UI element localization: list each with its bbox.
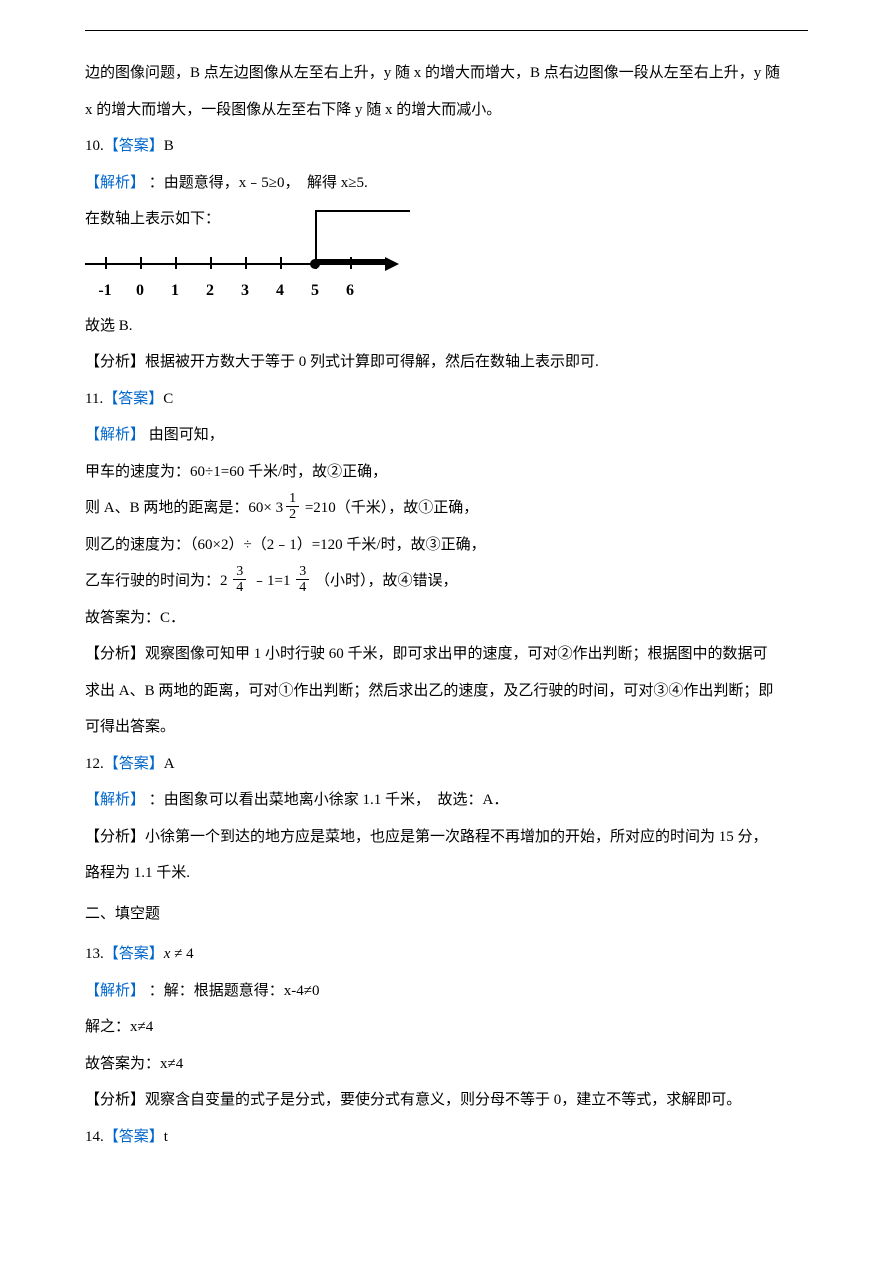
q13-l2: 故答案为：x≠4: [85, 1047, 808, 1082]
q10-num: 10.: [85, 138, 104, 154]
number-line-diagram: -1 0 1 2 3 4 5 6: [85, 245, 415, 305]
q13-answer-line: 13.【答案】x ≠ 4: [85, 937, 808, 972]
q11-jiexi: 【解析】 由图可知，: [85, 418, 808, 453]
nl-label: 6: [346, 273, 354, 310]
frac-den: 2: [286, 507, 299, 522]
jiexi-label: 【解析】: [85, 175, 145, 191]
q11-num: 11.: [85, 391, 103, 407]
q10-pre-diagram: 在数轴上表示如下：: [85, 202, 808, 237]
answer-label: 【答案】: [104, 946, 164, 962]
q10-jiexi: 【解析】 ：由题意得，x﹣5≥0， 解得 x≥5.: [85, 166, 808, 201]
q12-jiexi: 【解析】 ：由图象可以看出菜地离小徐家 1.1 千米， 故选：A．: [85, 783, 808, 818]
q12-jiexi-text: ：由图象可以看出菜地离小徐家 1.1 千米， 故选：A．: [145, 792, 508, 808]
q10-answer-value: B: [164, 138, 174, 154]
frac-den: 4: [296, 580, 309, 595]
frac-num: 3: [296, 564, 309, 580]
jiexi-label: 【解析】: [85, 427, 145, 443]
q11-l2b: =210（千米），故①正确，: [301, 500, 478, 516]
q12-fenxi-a: 【分析】小徐第一个到达的地方应是菜地，也应是第一次路程不再增加的开始，所对应的时…: [85, 820, 808, 855]
nl-label: 0: [136, 273, 144, 310]
q11-fenxi-b: 求出 A、B 两地的距离，可对①作出判断；然后求出乙的速度，及乙行驶的时间，可对…: [85, 674, 808, 709]
top-rule: [85, 30, 808, 31]
q10-answer-line: 10.【答案】B: [85, 129, 808, 164]
nl-label: 2: [206, 273, 214, 310]
q11-answer-line: 11.【答案】C: [85, 382, 808, 417]
q10-after-diagram: 故选 B.: [85, 309, 808, 344]
q11-l4b: ﹣1=1: [248, 573, 294, 589]
q12-answer-line: 12.【答案】A: [85, 747, 808, 782]
q10-jiexi-text: ：由题意得，x﹣5≥0， 解得 x≥5.: [145, 175, 368, 191]
nl-tick: [315, 257, 317, 269]
frac-num: 3: [233, 564, 246, 580]
q11-l1: 甲车的速度为：60÷1=60 千米/时，故②正确，: [85, 455, 808, 490]
nl-tick: [245, 257, 247, 269]
nl-vertical-mark: [315, 210, 317, 263]
frac-whole: 3: [276, 491, 284, 526]
answer-label: 【答案】: [104, 756, 164, 772]
q11-l4a: 乙车行驶的时间为：2: [85, 573, 231, 589]
jiexi-label: 【解析】: [85, 792, 145, 808]
nl-label: 5: [311, 273, 319, 310]
nl-label: 1: [171, 273, 179, 310]
nl-tick: [140, 257, 142, 269]
fraction: 12: [286, 491, 299, 523]
answer-label: 【答案】: [103, 391, 163, 407]
answer-label: 【答案】: [104, 138, 164, 154]
fraction: 34: [233, 564, 246, 596]
answer-label: 【答案】: [104, 1129, 164, 1145]
q11-fenxi-c: 可得出答案。: [85, 710, 808, 745]
q13-fenxi: 【分析】观察含自变量的式子是分式，要使分式有意义，则分母不等于 0，建立不等式，…: [85, 1083, 808, 1118]
q11-l3: 则乙的速度为：（60×2）÷（2﹣1）=120 千米/时，故③正确，: [85, 528, 808, 563]
nl-tick: [175, 257, 177, 269]
q11-l2a: 则 A、B 两地的距离是：60×: [85, 500, 276, 516]
q13-num: 13.: [85, 946, 104, 962]
nl-arrow-icon: [385, 257, 399, 271]
nl-label: -1: [98, 273, 111, 310]
q11-answer-value: C: [163, 391, 173, 407]
q14-answer-line: 14.【答案】t: [85, 1120, 808, 1155]
q13-answer-rest: ≠ 4: [170, 946, 193, 962]
jiexi-label: 【解析】: [85, 983, 145, 999]
q12-answer-value: A: [164, 756, 175, 772]
continuation-line-1: 边的图像问题，B 点左边图像从左至右上升，y 随 x 的增大而增大，B 点右边图…: [85, 56, 808, 91]
q11-l4: 乙车行驶的时间为：2 34 ﹣1=1 34 （小时），故④错误，: [85, 564, 808, 599]
nl-tick: [350, 257, 352, 269]
q13-jiexi-text: ：解：根据题意得：x-4≠0: [145, 983, 319, 999]
nl-label: 4: [276, 273, 284, 310]
q13-jiexi: 【解析】 ：解：根据题意得：x-4≠0: [85, 974, 808, 1009]
nl-top-horizontal: [315, 210, 410, 212]
section-2-heading: 二、填空题: [85, 897, 808, 932]
q11-fenxi-a: 【分析】观察图像可知甲 1 小时行驶 60 千米，即可求出甲的速度，可对②作出判…: [85, 637, 808, 672]
q14-num: 14.: [85, 1129, 104, 1145]
continuation-line-2: x 的增大而增大，一段图像从左至右下降 y 随 x 的增大而减小。: [85, 93, 808, 128]
nl-tick: [280, 257, 282, 269]
nl-tick: [210, 257, 212, 269]
q11-l2: 则 A、B 两地的距离是：60× 312 =210（千米），故①正确，: [85, 491, 808, 526]
frac-den: 4: [233, 580, 246, 595]
nl-axis: [85, 263, 395, 265]
frac-num: 1: [286, 491, 299, 507]
q11-jiexi-text: 由图可知，: [145, 427, 224, 443]
fraction: 34: [296, 564, 309, 596]
q12-num: 12.: [85, 756, 104, 772]
nl-tick: [105, 257, 107, 269]
q12-fenxi-b: 路程为 1.1 千米.: [85, 856, 808, 891]
q13-l1: 解之：x≠4: [85, 1010, 808, 1045]
q10-fenxi: 【分析】根据被开方数大于等于 0 列式计算即可得解，然后在数轴上表示即可.: [85, 345, 808, 380]
nl-label: 3: [241, 273, 249, 310]
q11-l5: 故答案为：C．: [85, 601, 808, 636]
q11-l4c: （小时），故④错误，: [311, 573, 457, 589]
q14-answer-value: t: [164, 1129, 168, 1145]
